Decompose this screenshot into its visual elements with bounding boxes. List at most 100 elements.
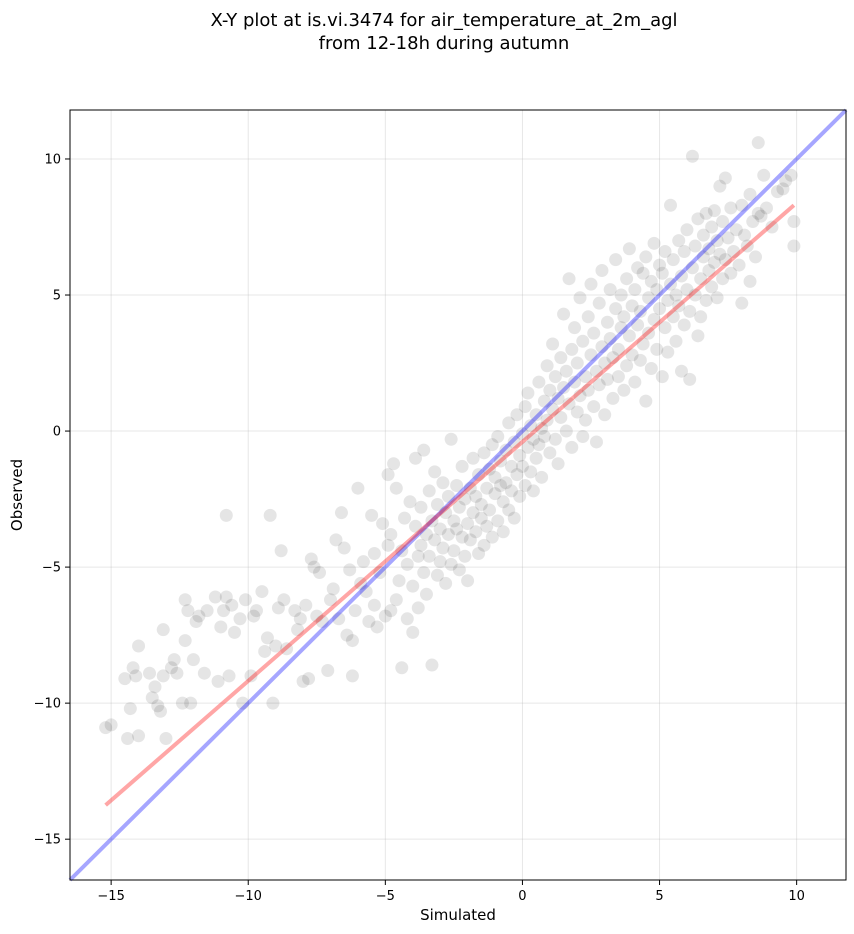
data-point xyxy=(132,729,146,743)
data-point xyxy=(515,459,529,473)
data-point xyxy=(581,310,595,324)
x-tick-label: 0 xyxy=(518,889,526,904)
data-point xyxy=(126,661,140,675)
data-point xyxy=(603,332,617,346)
fit-lines xyxy=(68,108,848,882)
data-point xyxy=(568,375,582,389)
data-point xyxy=(559,364,573,378)
data-point xyxy=(510,468,524,482)
data-point xyxy=(647,236,661,250)
data-point xyxy=(151,699,165,713)
data-point xyxy=(260,631,274,645)
data-point xyxy=(485,530,499,544)
data-point xyxy=(219,590,233,604)
data-point xyxy=(447,544,461,558)
data-point xyxy=(559,424,573,438)
data-point xyxy=(540,413,554,427)
data-point xyxy=(589,364,603,378)
data-point xyxy=(395,661,409,675)
data-point xyxy=(606,391,620,405)
data-point xyxy=(644,274,658,288)
data-point xyxy=(631,261,645,275)
data-point xyxy=(620,272,634,286)
x-tick-label: −15 xyxy=(97,889,124,904)
data-point xyxy=(378,609,392,623)
data-point xyxy=(461,517,475,531)
data-point xyxy=(546,337,560,351)
plot-frame xyxy=(69,109,847,881)
data-point xyxy=(532,438,546,452)
data-point xyxy=(323,593,337,607)
data-point xyxy=(370,620,384,634)
data-point xyxy=(705,220,719,234)
data-point xyxy=(271,601,285,615)
data-point xyxy=(653,302,667,316)
data-point xyxy=(208,590,222,604)
data-point xyxy=(219,508,233,522)
data-point xyxy=(579,413,593,427)
data-point xyxy=(529,451,543,465)
data-point xyxy=(480,519,494,533)
data-point xyxy=(249,604,263,618)
data-point xyxy=(337,541,351,555)
data-point xyxy=(436,541,450,555)
data-point xyxy=(365,508,379,522)
data-point xyxy=(422,549,436,563)
data-point xyxy=(436,476,450,490)
data-point xyxy=(518,400,532,414)
data-point xyxy=(359,585,373,599)
data-point xyxy=(655,266,669,280)
x-axis-label: Simulated xyxy=(420,906,496,924)
data-point xyxy=(598,408,612,422)
data-point xyxy=(568,321,582,335)
data-point xyxy=(735,296,749,310)
data-point xyxy=(710,291,724,305)
chart-subtitle: from 12-18h during autumn xyxy=(319,33,570,54)
data-point xyxy=(178,593,192,607)
data-point xyxy=(680,283,694,297)
data-point xyxy=(784,168,798,182)
data-point xyxy=(614,321,628,335)
data-point xyxy=(491,514,505,528)
data-point xyxy=(589,435,603,449)
data-point xyxy=(779,174,793,188)
data-point xyxy=(617,310,631,324)
data-point xyxy=(685,261,699,275)
data-point xyxy=(557,381,571,395)
data-point xyxy=(584,348,598,362)
data-point xyxy=(754,209,768,223)
data-point xyxy=(727,244,741,258)
data-point xyxy=(288,604,302,618)
data-point xyxy=(669,288,683,302)
data-point xyxy=(537,430,551,444)
data-point xyxy=(543,383,557,397)
data-point xyxy=(705,280,719,294)
data-point xyxy=(483,503,497,517)
data-point xyxy=(592,296,606,310)
data-point xyxy=(757,168,771,182)
data-point xyxy=(524,465,538,479)
data-point xyxy=(609,302,623,316)
data-point xyxy=(428,465,442,479)
data-point xyxy=(307,560,321,574)
data-point xyxy=(696,228,710,242)
data-point xyxy=(411,601,425,615)
data-point xyxy=(587,400,601,414)
data-point xyxy=(499,476,513,490)
data-point xyxy=(570,356,584,370)
data-point xyxy=(672,234,686,248)
data-point xyxy=(639,394,653,408)
data-point xyxy=(611,370,625,384)
data-point xyxy=(121,732,135,746)
data-point xyxy=(247,609,261,623)
data-point xyxy=(691,329,705,343)
data-point xyxy=(345,669,359,683)
y-tick-label: −5 xyxy=(42,561,61,576)
data-point xyxy=(647,313,661,327)
data-point xyxy=(488,487,502,501)
data-point xyxy=(622,329,636,343)
data-point xyxy=(674,269,688,283)
data-point xyxy=(269,639,283,653)
data-point xyxy=(425,514,439,528)
data-point xyxy=(554,410,568,424)
